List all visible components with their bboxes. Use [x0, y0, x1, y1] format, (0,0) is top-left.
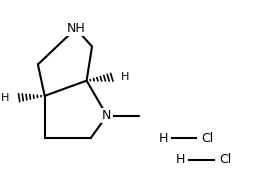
Text: Cl: Cl	[219, 153, 231, 166]
Text: H: H	[176, 153, 185, 166]
Text: H: H	[1, 93, 10, 103]
Text: N: N	[102, 109, 111, 122]
Text: H: H	[158, 132, 168, 145]
Text: H: H	[121, 72, 130, 82]
Text: Cl: Cl	[202, 132, 214, 145]
Text: NH: NH	[66, 22, 85, 35]
